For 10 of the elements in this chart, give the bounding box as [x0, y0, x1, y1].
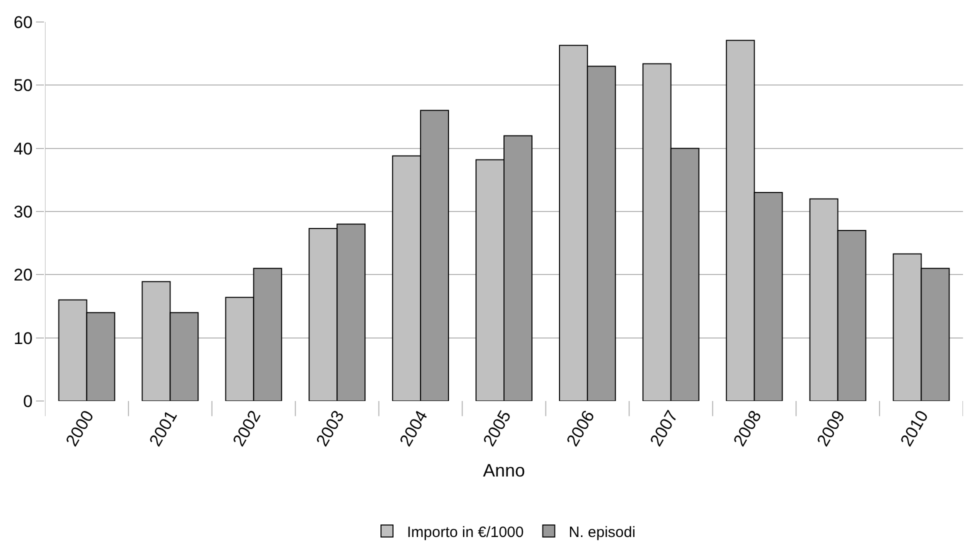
- y-tick-label: 30: [14, 202, 33, 222]
- y-tick-label: 50: [14, 76, 33, 96]
- legend-label: Importo in €/1000: [407, 524, 524, 541]
- y-tick-label: 0: [23, 392, 33, 411]
- y-tick-label: 40: [14, 139, 33, 158]
- y-tick-label: 60: [14, 12, 33, 32]
- x-axis-title: Anno: [482, 460, 526, 481]
- y-tick-label: 10: [14, 328, 33, 348]
- legend-label: N. episodi: [568, 524, 636, 541]
- y-tick-label: 20: [14, 266, 33, 285]
